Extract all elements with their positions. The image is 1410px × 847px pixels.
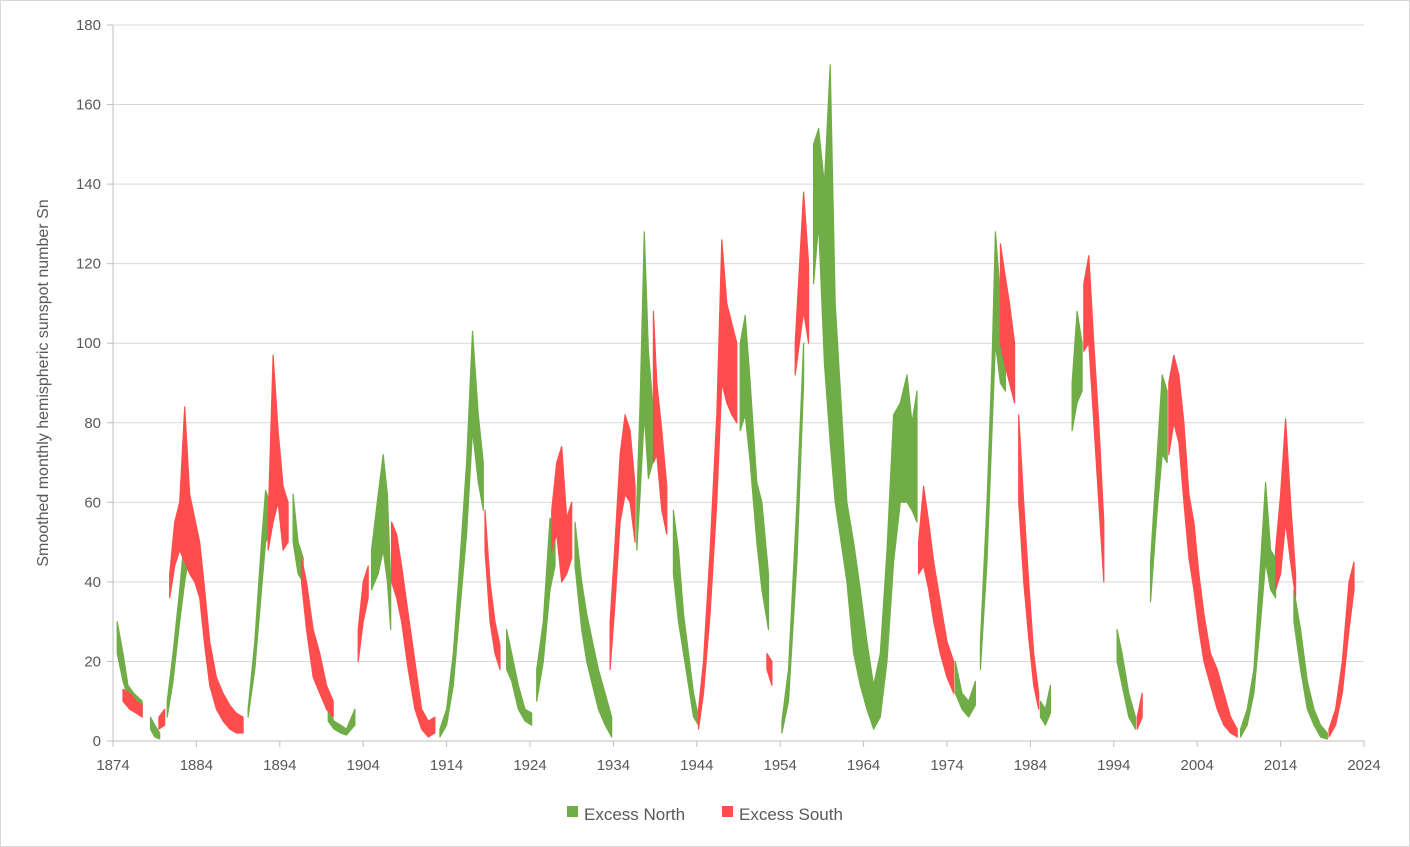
x-tick-label-1974: 1974 <box>930 757 963 774</box>
excess-north-band-11 <box>636 231 654 551</box>
axes <box>107 24 1365 747</box>
excess-south-band-10 <box>652 310 668 535</box>
excess-south-band-9 <box>609 414 636 671</box>
x-tick-label-2014: 2014 <box>1264 757 1297 774</box>
excess-south-band-8 <box>551 446 573 583</box>
y-tick-label-140: 140 <box>76 176 101 193</box>
x-tick-label-1984: 1984 <box>1014 757 1047 774</box>
x-tick-labels: 1874 1884 1894 1904 1914 1924 1934 1944 1954 1964… <box>96 757 1380 774</box>
excess-north-band-16 <box>954 660 977 718</box>
excess-south-band-4 <box>300 557 334 718</box>
excess-south-band-16 <box>1018 414 1040 710</box>
x-tick-label-1914: 1914 <box>430 757 463 774</box>
x-tick-label-1924: 1924 <box>513 757 546 774</box>
legend-swatch-excess-north <box>567 806 578 817</box>
excess-north-band-3 <box>247 489 271 718</box>
excess-north-band-7 <box>439 330 484 738</box>
x-tick-label-1884: 1884 <box>180 757 213 774</box>
excess-south-band-18 <box>1136 692 1143 730</box>
excess-south-band-1 <box>158 708 166 730</box>
excess-south-band-12 <box>766 652 773 686</box>
y-tick-label-40: 40 <box>84 574 101 591</box>
excess-north-band-23 <box>1293 589 1328 740</box>
x-tick-label-1874: 1874 <box>96 757 129 774</box>
excess-north-band-15 <box>812 64 918 730</box>
excess-south-band-20 <box>1274 418 1297 599</box>
y-tick-label-120: 120 <box>76 256 101 273</box>
excess-north-band-22 <box>1239 481 1277 738</box>
y-tick-label-60: 60 <box>84 494 101 511</box>
y-tick-label-80: 80 <box>84 415 101 432</box>
y-tick-label-180: 180 <box>76 17 101 34</box>
y-tick-labels: 0 20 40 60 80 100 120 140 160 180 <box>76 17 101 750</box>
y-tick-label-20: 20 <box>84 653 101 670</box>
legend-swatch-excess-south <box>722 806 733 817</box>
excess-south-band-11 <box>697 239 738 730</box>
excess-south-band-21 <box>1328 561 1355 738</box>
excess-north-band-14 <box>781 342 805 734</box>
x-tick-label-2004: 2004 <box>1181 757 1214 774</box>
excess-north-band-5 <box>327 708 356 736</box>
y-tick-label-160: 160 <box>76 97 101 114</box>
y-tick-label-100: 100 <box>76 335 101 352</box>
excess-north-band-17 <box>979 231 1007 671</box>
x-tick-label-2024: 2024 <box>1347 757 1380 774</box>
excess-north-band-13 <box>739 314 770 631</box>
excess-north-band-10 <box>574 521 613 738</box>
legend-label-excess-north: Excess North <box>584 805 685 824</box>
excess-north-band-6 <box>370 454 392 631</box>
excess-south-band-17 <box>1083 255 1105 583</box>
excess-north-band-8 <box>506 628 533 726</box>
excess-north-band-9 <box>536 517 556 702</box>
excess-south-band-5 <box>357 565 369 663</box>
excess-south-band-2 <box>169 406 244 734</box>
x-tick-label-1894: 1894 <box>263 757 296 774</box>
excess-south-band-0 <box>122 688 143 718</box>
legend: Excess North Excess South <box>567 805 843 824</box>
legend-label-excess-south: Excess South <box>739 805 843 824</box>
x-tick-label-1994: 1994 <box>1097 757 1130 774</box>
x-tick-label-1934: 1934 <box>597 757 630 774</box>
x-tick-label-1944: 1944 <box>680 757 713 774</box>
excess-north-band-1 <box>149 716 161 740</box>
excess-north-band-20 <box>1116 628 1137 730</box>
excess-south-band-7 <box>484 509 501 671</box>
excess-south-band-19 <box>1168 354 1238 738</box>
y-tick-label-0: 0 <box>93 733 101 750</box>
excess-south-band-3 <box>267 354 289 551</box>
excess-south-band-14 <box>917 485 955 694</box>
x-tick-label-1954: 1954 <box>764 757 797 774</box>
excess-north-band-19 <box>1071 310 1083 432</box>
excess-north-band-12 <box>672 509 700 726</box>
y-axis-title: Smoothed monthly hemispheric sunspot num… <box>35 199 52 566</box>
excess-north-band-18 <box>1039 684 1052 726</box>
excess-north-band-21 <box>1149 374 1168 603</box>
plot-area <box>116 64 1355 740</box>
excess-south-band-13 <box>794 191 810 376</box>
x-tick-label-1964: 1964 <box>847 757 880 774</box>
excess-south-band-6 <box>391 521 436 738</box>
x-tick-label-1904: 1904 <box>347 757 380 774</box>
excess-south-band-15 <box>999 243 1016 404</box>
